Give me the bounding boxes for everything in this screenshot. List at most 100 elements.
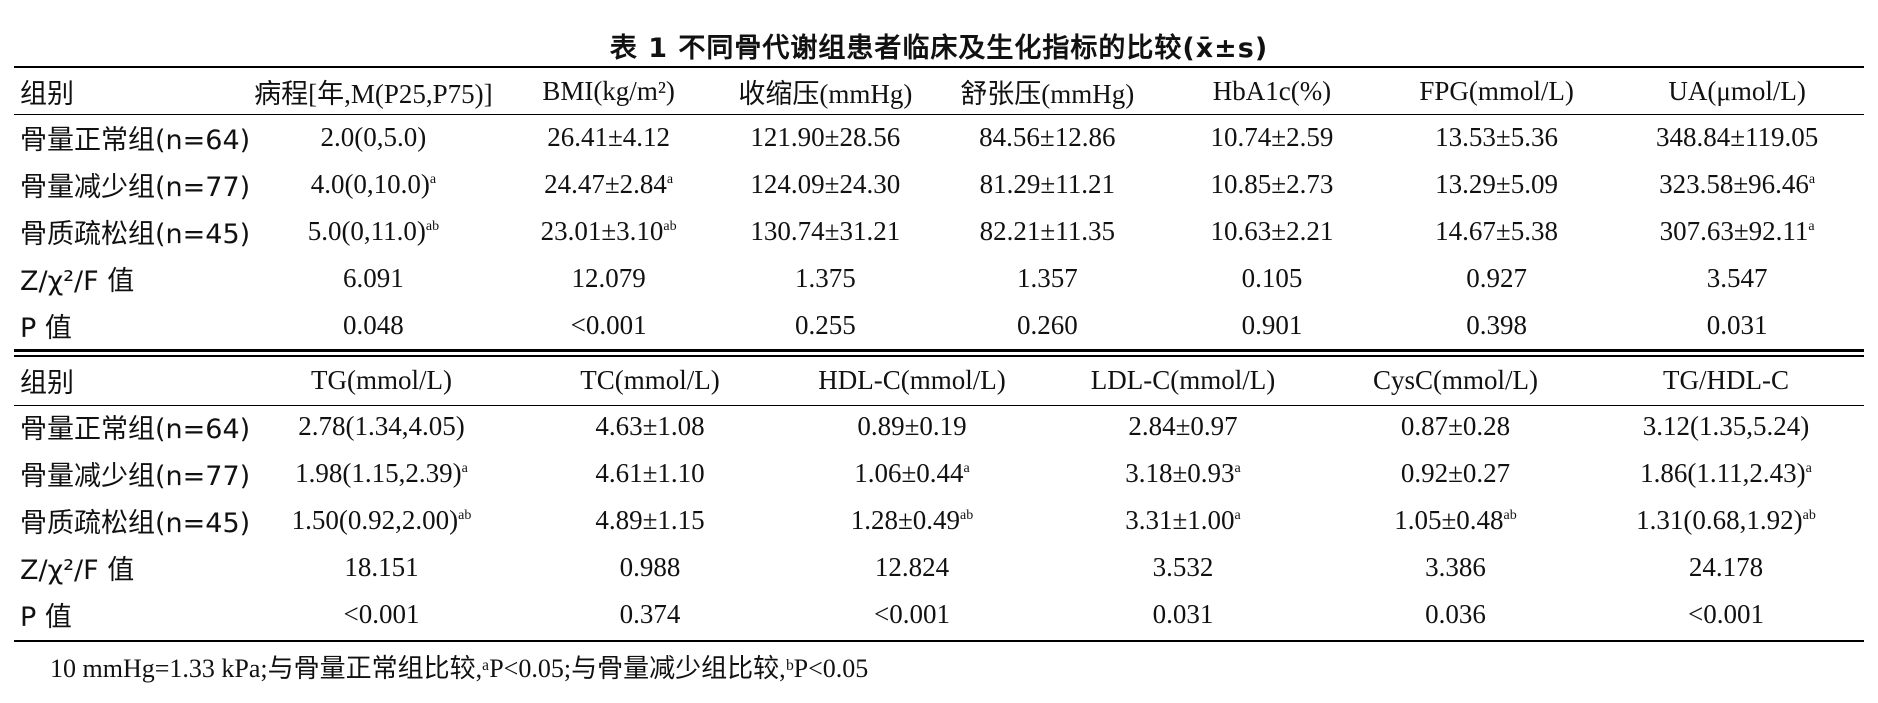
- table-cell: 0.901: [1161, 302, 1383, 349]
- cell-value: 81.29±11.21: [979, 169, 1115, 199]
- column-header-group: 组别: [20, 367, 74, 399]
- cell-value: 1.28±0.49: [850, 505, 961, 535]
- column-header: TG/HDL-C: [1663, 364, 1789, 395]
- cell-value: 12.079: [571, 263, 646, 293]
- table-cell: 3.386: [1323, 544, 1588, 591]
- cell-value: 3.386: [1425, 552, 1486, 582]
- table-cell: <0.001: [781, 591, 1043, 638]
- column-header: UA(μmol/L): [1668, 75, 1806, 106]
- table-cell: 0.031: [1043, 591, 1323, 638]
- significance-marker: a: [1234, 461, 1241, 476]
- table-cell: 130.74±31.21: [717, 208, 934, 255]
- table-row: 骨量减少组(n=77) 1.98(1.15,2.39)a 4.61±1.10 1.06…: [14, 450, 1864, 497]
- cell-value: 0.87±0.28: [1400, 411, 1511, 441]
- significance-marker: a: [666, 172, 674, 187]
- significance-marker: a: [429, 172, 437, 187]
- table-cell: 0.89±0.19: [781, 403, 1043, 450]
- table-cell: 81.29±11.21: [934, 161, 1161, 208]
- table-cell: 3.31±1.00a: [1043, 497, 1323, 544]
- cell-value: <0.001: [1688, 599, 1764, 629]
- cell-value: 0.048: [343, 310, 404, 340]
- table-cell: 0.927: [1383, 255, 1610, 302]
- cell-value: 13.53±5.36: [1435, 122, 1558, 152]
- table-cell: 0.988: [519, 544, 781, 591]
- column-header: TG(mmol/L): [311, 364, 452, 395]
- table-row: P 值 <0.001 0.374 <0.001 0.031 0.036 <0.001: [14, 591, 1864, 638]
- table-cell: 0.87±0.28: [1323, 403, 1588, 450]
- table-cell: 84.56±12.86: [934, 114, 1161, 161]
- table-cell: 1.86(1.11,2.43)a: [1588, 450, 1864, 497]
- column-header: 病程[年,M(P25,P75)]: [254, 78, 493, 109]
- significance-marker: a: [461, 461, 468, 476]
- table-cell: 1.31(0.68,1.92)ab: [1588, 497, 1864, 544]
- cell-value: 1.31(0.68,1.92): [1636, 505, 1803, 535]
- cell-value: 1.50(0.92,2.00): [291, 505, 459, 535]
- cell-value: 0.398: [1466, 310, 1527, 340]
- significance-marker: ab: [425, 219, 440, 234]
- significance-marker: a: [1805, 461, 1812, 476]
- table-cell: 2.78(1.34,4.05): [244, 403, 519, 450]
- table-footnote: 10 mmHg=1.33 kPa;与骨量正常组比较,ᵃP<0.05;与骨量减少组…: [50, 654, 869, 683]
- table-row: 骨量正常组(n=64) 2.78(1.34,4.05) 4.63±1.08 0.89±…: [14, 403, 1864, 450]
- cell-value: 14.67±5.38: [1435, 216, 1558, 246]
- table-cell: 4.61±1.10: [519, 450, 781, 497]
- table-cell: 2.0(0,5.0): [247, 114, 501, 161]
- table-row: P 值 0.048 <0.001 0.255 0.260 0.901 0.398 0.031: [14, 302, 1864, 349]
- row-label: 骨量减少组(n=77): [20, 172, 251, 203]
- table-cell: 0.398: [1383, 302, 1610, 349]
- cell-value: 0.031: [1706, 310, 1768, 340]
- cell-value: 1.375: [794, 263, 856, 293]
- table-cell: 1.50(0.92,2.00)ab: [244, 497, 519, 544]
- cell-value: 3.532: [1152, 552, 1214, 582]
- cell-value: 18.151: [344, 552, 419, 582]
- table-cell: 307.63±92.11a: [1610, 208, 1864, 255]
- cell-value: 0.260: [1016, 310, 1078, 340]
- header-rule-2: [14, 405, 1864, 406]
- cell-value: 0.89±0.19: [857, 411, 967, 441]
- biochemical-indicators-table: 组别 TG(mmol/L) TC(mmol/L) HDL-C(mmol/L) LDL-C…: [14, 357, 1864, 638]
- table-cell: 0.92±0.27: [1323, 450, 1588, 497]
- table-cell: 13.29±5.09: [1383, 161, 1610, 208]
- table-cell: 1.98(1.15,2.39)a: [244, 450, 519, 497]
- cell-value: 0.374: [619, 599, 681, 629]
- row-label: 骨质疏松组(n=45): [20, 508, 251, 539]
- table-cell: 24.47±2.84a: [500, 161, 717, 208]
- cell-value: 1.06±0.44: [854, 458, 964, 488]
- cell-value: 0.988: [619, 552, 681, 582]
- cell-value: 84.56±12.86: [979, 122, 1116, 152]
- table-cell: 82.21±11.35: [934, 208, 1161, 255]
- cell-value: 4.89±1.15: [595, 505, 705, 535]
- table-cell: 0.031: [1610, 302, 1864, 349]
- cell-value: 24.47±2.84: [544, 169, 667, 199]
- table-cell: <0.001: [1588, 591, 1864, 638]
- column-header: HDL-C(mmol/L): [818, 364, 1006, 395]
- cell-value: 3.12(1.35,5.24): [1642, 411, 1810, 441]
- cell-value: <0.001: [874, 599, 950, 629]
- table-row: 骨质疏松组(n=45) 1.50(0.92,2.00)ab 4.89±1.15 1.2…: [14, 497, 1864, 544]
- row-label: 骨量正常组(n=64): [20, 125, 251, 156]
- table-cell: 348.84±119.05: [1610, 114, 1864, 161]
- table-cell: 121.90±28.56: [717, 114, 934, 161]
- middle-double-rule-lower: [14, 355, 1864, 357]
- cell-value: 2.78(1.34,4.05): [298, 411, 465, 441]
- cell-value: 0.927: [1466, 263, 1527, 293]
- cell-value: 121.90±28.56: [750, 122, 901, 152]
- column-header: HbA1c(%): [1212, 75, 1332, 106]
- table-row: 骨量减少组(n=77) 4.0(0,10.0)a 24.47±2.84a 124.09…: [14, 161, 1864, 208]
- bottom-rule: [14, 640, 1864, 642]
- column-header: BMI(kg/m²): [542, 75, 675, 106]
- cell-value: 307.63±92.11: [1659, 216, 1809, 246]
- table-cell: 10.85±2.73: [1161, 161, 1383, 208]
- cell-value: 10.85±2.73: [1210, 169, 1334, 199]
- cell-value: 1.357: [1016, 263, 1078, 293]
- cell-value: 10.63±2.21: [1210, 216, 1334, 246]
- column-header: CysC(mmol/L): [1372, 364, 1538, 395]
- cell-value: 23.01±3.10: [540, 216, 664, 246]
- table-row: Z/χ²/F 值 18.151 0.988 12.824 3.532 3.386 24.17…: [14, 544, 1864, 591]
- table-cell: 24.178: [1588, 544, 1864, 591]
- table-cell: 323.58±96.46a: [1610, 161, 1864, 208]
- header-rule-1: [14, 114, 1864, 115]
- cell-value: 348.84±119.05: [1655, 122, 1819, 152]
- table-cell: 13.53±5.36: [1383, 114, 1610, 161]
- cell-value: 5.0(0,11.0): [307, 216, 426, 246]
